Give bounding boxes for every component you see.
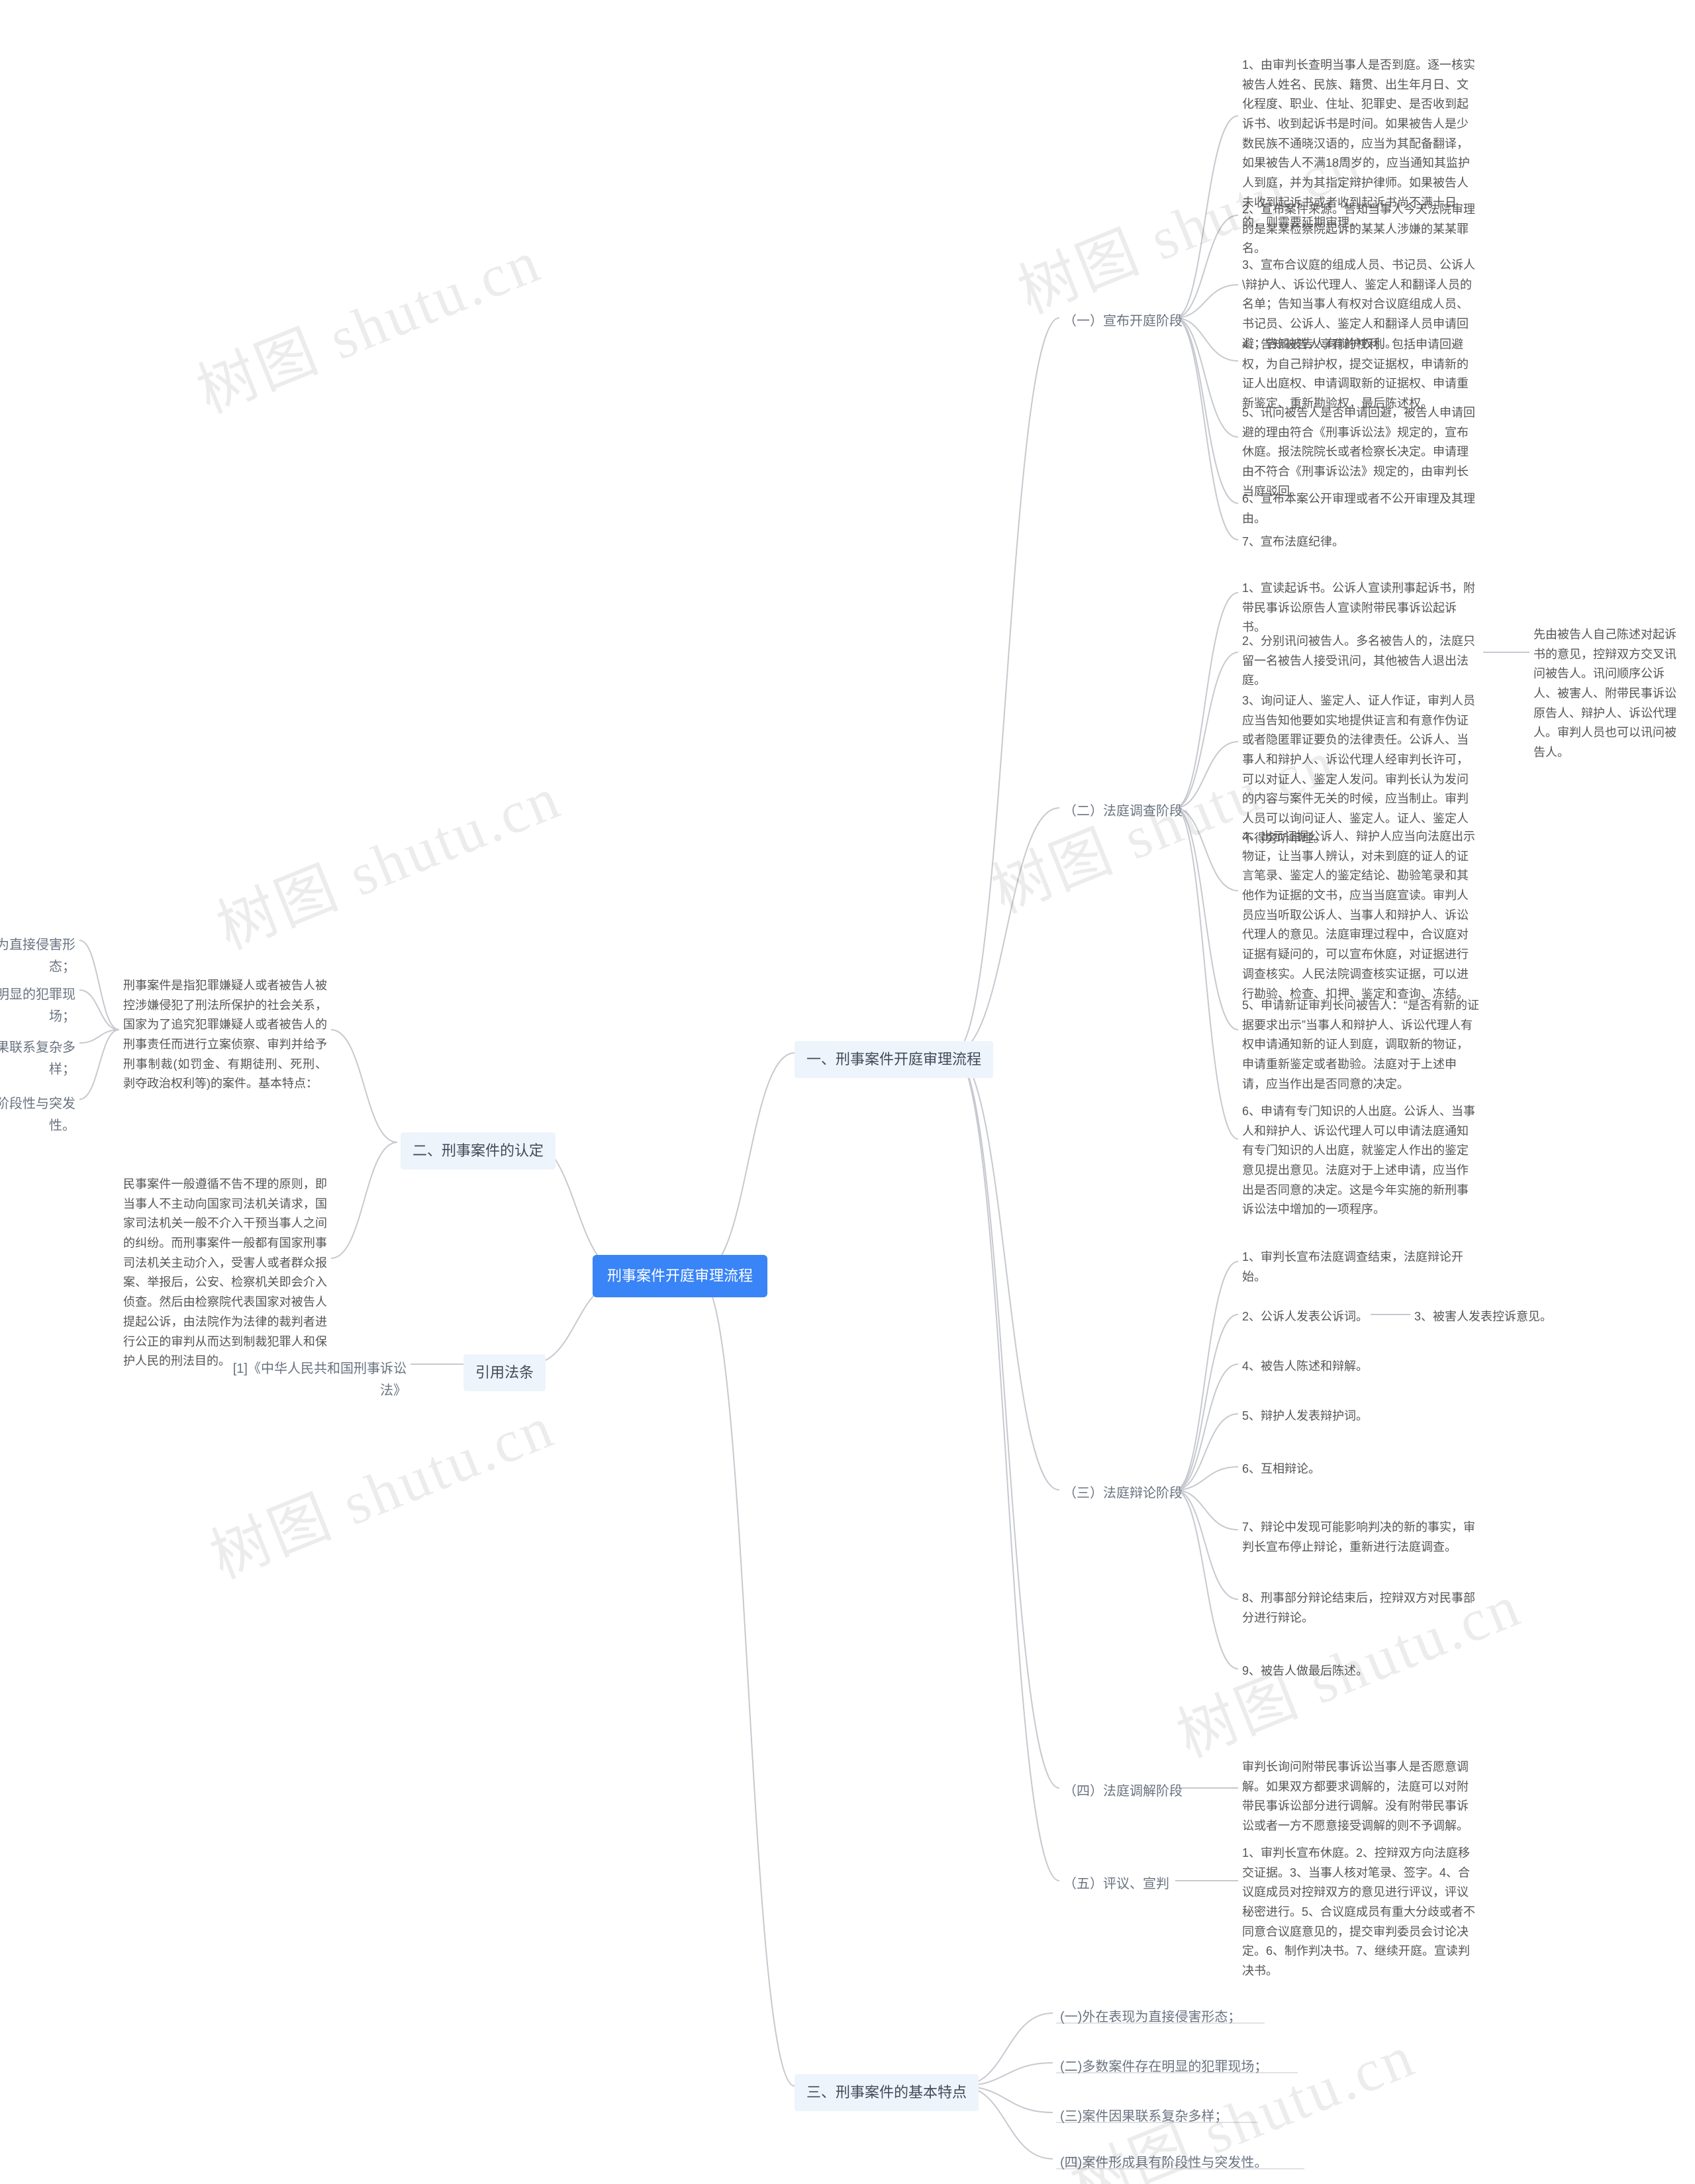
s1-item-2: 2、宣布案件来源。告知当事人今天法院审理的是某某检察院起诉的某某人涉嫌的某某罪名… (1238, 197, 1483, 262)
left-definition-para2: 民事案件一般遵循不告不理的原则，即当事人不主动向国家司法机关请求，国家司法机关一… (119, 1172, 331, 1374)
feature-2: (二)多数案件存在明显的犯罪现场； (1056, 2054, 1271, 2081)
stage-2-title[interactable]: （二）法庭调查阶段 (1059, 798, 1186, 825)
feature-1: (一)外在表现为直接侵害形态； (1056, 2004, 1245, 2031)
stage-5-title[interactable]: （五）评议、宣判 (1059, 1871, 1173, 1898)
s3-item-2: 2、公诉人发表公诉词。 (1238, 1305, 1372, 1330)
watermark: 树图 shutu.cn (183, 213, 552, 429)
s2-item-6: 6、申请有专门知识的人出庭。公诉人、当事人和辩护人、诉讼代理人可以申请法庭通知有… (1238, 1099, 1483, 1222)
s3-item-3: 3、被害人发表控诉意见。 (1410, 1305, 1556, 1330)
s1-item-6: 6、宣布本案公开审理或者不公开审理及其理由。 (1238, 487, 1483, 531)
feature-4: (四)案件形成具有阶段性与突发性。 (1056, 2150, 1271, 2177)
stage-3-title[interactable]: （三）法庭辩论阶段 (1059, 1480, 1186, 1507)
s1-item-7: 7、宣布法庭纪律。 (1238, 530, 1483, 555)
left-citation-band-label: 引用法条 (475, 1364, 534, 1381)
s3-item-4: 4、被告人陈述和辩解。 (1238, 1354, 1483, 1379)
s2-aside: 先由被告人自己陈述对起诉书的意见，控辩双方交叉讯问被告人。讯问顺序公诉人、被害人… (1529, 622, 1685, 766)
root-label: 刑事案件开庭审理流程 (607, 1267, 753, 1284)
root-node[interactable]: 刑事案件开庭审理流程 (593, 1255, 767, 1297)
s3-item-8: 8、刑事部分辩论结束后，控辩双方对民事部分进行辩论。 (1238, 1586, 1483, 1630)
left-bullet-3: (三)案件因果联系复杂多样； (0, 1034, 79, 1083)
features-title[interactable]: 三、刑事案件的基本特点 (795, 2074, 979, 2111)
watermark: 树图 shutu.cn (196, 1379, 565, 1595)
left-citation-band[interactable]: 引用法条 (463, 1354, 546, 1391)
stage-4-title[interactable]: （四）法庭调解阶段 (1059, 1778, 1186, 1805)
feature-3: (三)案件因果联系复杂多样； (1056, 2103, 1232, 2130)
s3-item-6: 6、互相辩论。 (1238, 1457, 1483, 1482)
watermark: 树图 shutu.cn (203, 750, 572, 966)
s2-item-4: 4、出示证据公诉人、辩护人应当向法庭出示物证，让当事人辨认，对未到庭的证人的证言… (1238, 824, 1483, 1007)
left-bullet-2: (二)多数案件存在明显的犯罪现场； (0, 981, 79, 1030)
stage-1-title[interactable]: （一）宣布开庭阶段 (1059, 308, 1186, 335)
left-bullet-1: (一)外在表现为直接侵害形态； (0, 932, 79, 981)
s2-item-5: 5、申请新证审判长问被告人：“是否有新的证据要求出示”当事人和辩护人、诉讼代理人… (1238, 993, 1483, 1097)
left-bullet-4: (四)案件形成具有阶段性与突发性。 (0, 1091, 79, 1140)
s3-item-5: 5、辩护人发表辩护词。 (1238, 1404, 1483, 1429)
features-title-label: 三、刑事案件的基本特点 (806, 2084, 967, 2101)
s5-item-1: 1、审判长宣布休庭。2、控辩双方向法庭移交证据。3、当事人核对笔录、签字。4、合… (1238, 1841, 1483, 1984)
left-definition-band[interactable]: 二、刑事案件的认定 (401, 1132, 556, 1169)
left-definition-band-label: 二、刑事案件的认定 (412, 1142, 544, 1159)
s3-item-1: 1、审判长宣布法庭调查结束，法庭辩论开始。 (1238, 1245, 1483, 1289)
left-definition-para1: 刑事案件是指犯罪嫌疑人或者被告人被控涉嫌侵犯了刑法所保护的社会关系，国家为了追究… (119, 973, 331, 1097)
right-flow-title-label: 一、刑事案件开庭审理流程 (806, 1051, 981, 1067)
left-citation-item: [1]《中华人民共和国刑事诉讼法》 (225, 1356, 411, 1405)
s2-item-2: 2、分别讯问被告人。多名被告人的，法庭只留一名被告人接受讯问，其他被告人退出法庭… (1238, 629, 1483, 693)
s3-item-7: 7、辩论中发现可能影响判决的新的事实，审判长宣布停止辩论，重新进行法庭调查。 (1238, 1515, 1483, 1560)
s4-item-1: 审判长询问附带民事诉讼当事人是否愿意调解。如果双方都要求调解的，法庭可以对附带民… (1238, 1755, 1483, 1839)
s3-item-9: 9、被告人做最后陈述。 (1238, 1659, 1483, 1684)
right-flow-title[interactable]: 一、刑事案件开庭审理流程 (795, 1041, 993, 1078)
